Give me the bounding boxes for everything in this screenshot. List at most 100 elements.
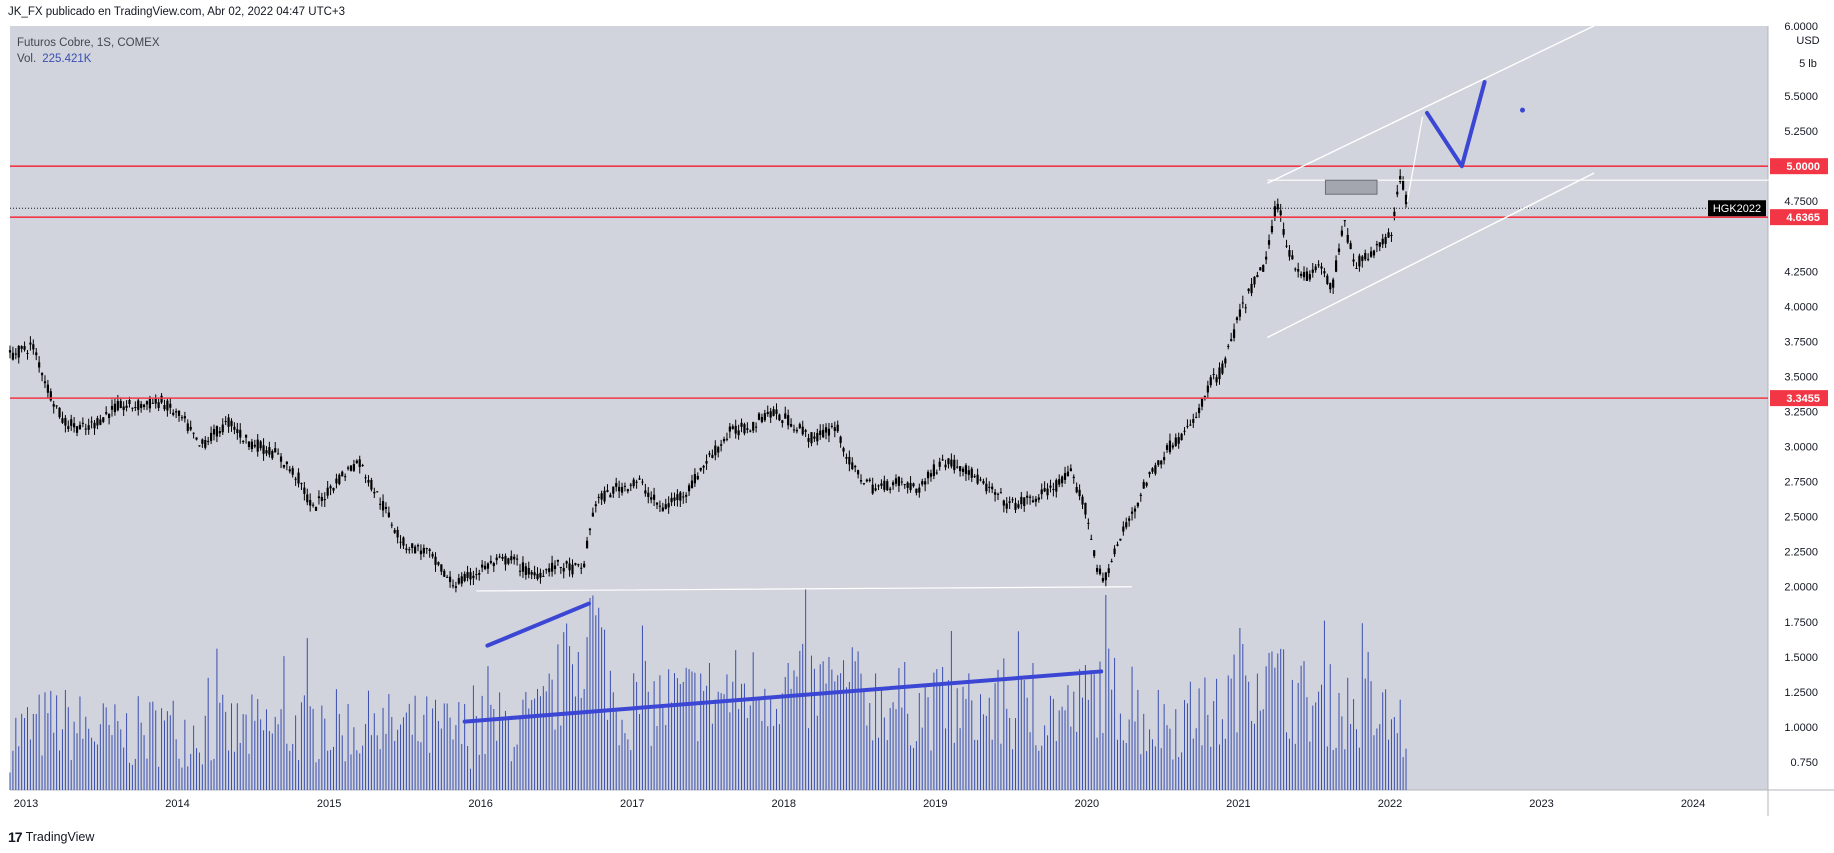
candle-body — [635, 481, 638, 483]
channel-upper-line[interactable] — [1267, 25, 1595, 184]
candle-body — [1049, 485, 1052, 488]
candle-body — [813, 436, 816, 439]
candle-body — [982, 481, 985, 484]
candle-body — [131, 407, 134, 409]
candle-body — [606, 490, 609, 492]
candle-body — [40, 373, 44, 376]
tradingview-footer[interactable]: 17 TradingView — [8, 828, 94, 846]
time-axis-background[interactable] — [10, 790, 1768, 816]
candle-body — [8, 350, 12, 353]
candle-body — [329, 486, 332, 489]
candle-body — [186, 423, 189, 431]
candle-body — [921, 481, 924, 485]
candle-body — [475, 574, 478, 576]
candle-body — [559, 566, 562, 568]
candle-body — [685, 494, 688, 497]
candle-body — [1183, 430, 1186, 432]
marker-dot[interactable] — [1519, 107, 1525, 113]
support-trendline[interactable] — [476, 586, 1133, 592]
candle-body — [976, 474, 979, 484]
y-tick-label: 4.0000 — [1784, 301, 1818, 313]
candle-body — [594, 504, 597, 507]
candle-body — [550, 562, 554, 572]
candle-body — [384, 506, 388, 509]
candle-body — [536, 573, 539, 579]
x-tick-label: 2022 — [1378, 798, 1402, 810]
y-tick-label: 4.7500 — [1784, 196, 1818, 208]
candle-body — [749, 430, 752, 432]
candle-body — [11, 352, 15, 360]
candle-body — [96, 418, 99, 426]
level-price-label: 5.0000 — [1786, 161, 1820, 173]
candle-body — [454, 586, 458, 588]
candle-body — [1055, 480, 1058, 492]
candle-body — [652, 494, 656, 500]
candle-body — [696, 475, 699, 480]
candle-body — [411, 543, 414, 548]
candle-body — [1203, 395, 1207, 397]
candle-body — [1136, 502, 1139, 507]
channel-lower-line[interactable] — [1267, 172, 1595, 338]
candle-body — [763, 413, 766, 421]
candle-body — [769, 411, 772, 418]
zone-rectangle[interactable] — [1324, 179, 1378, 195]
candle-body — [1393, 211, 1396, 217]
connector-line[interactable] — [1406, 116, 1424, 202]
candle-body — [259, 441, 262, 449]
candle-body — [122, 406, 125, 410]
candle-body — [425, 548, 428, 550]
candle-body — [734, 425, 737, 434]
candle-body — [1218, 367, 1221, 380]
candle-body — [1340, 230, 1344, 236]
candle-body — [857, 470, 860, 475]
candle-body — [376, 491, 379, 493]
candle-body — [29, 342, 32, 345]
divergence-price-line[interactable] — [485, 601, 591, 648]
y-tick-label: 3.2500 — [1784, 407, 1818, 419]
candle-body — [854, 465, 857, 468]
candle-body — [489, 560, 492, 563]
candle-body — [332, 487, 335, 491]
candle-body — [140, 403, 143, 408]
candle-body — [644, 490, 647, 494]
candle-body — [900, 481, 903, 483]
candle-body — [932, 464, 935, 476]
ticker-badge — [1708, 200, 1766, 217]
candle-body — [1174, 437, 1177, 446]
projection-path[interactable] — [1425, 80, 1487, 169]
price-axis-background[interactable] — [1768, 26, 1834, 816]
candle-body — [1046, 488, 1049, 496]
candle-body — [1404, 194, 1408, 205]
divergence-volume-line[interactable] — [462, 669, 1104, 724]
candle-body — [731, 426, 734, 430]
candle-body — [699, 467, 702, 471]
candle-body — [842, 448, 845, 452]
candle-body — [218, 431, 221, 434]
candle-body — [1104, 572, 1107, 581]
candle-body — [717, 447, 720, 453]
candle-body — [912, 483, 915, 487]
instrument-label: Futuros Cobre, 1S, COMEX — [17, 37, 160, 49]
candle-body — [314, 506, 318, 511]
candle-body — [1020, 496, 1023, 505]
candle-body — [1066, 471, 1070, 477]
candle-body — [935, 472, 938, 474]
candle-body — [1332, 279, 1335, 288]
candle-body — [708, 453, 711, 455]
candle-body — [781, 420, 784, 424]
candle-body — [944, 464, 947, 468]
candle-body — [1186, 425, 1189, 427]
candle-body — [1084, 502, 1087, 515]
volume-legend: Vol. 225.421K — [17, 51, 160, 67]
candle-body — [533, 572, 536, 576]
candle-body — [985, 483, 988, 492]
candle-body — [798, 424, 801, 429]
candle-body — [926, 471, 930, 479]
candle-body — [967, 470, 970, 475]
candle-body — [1043, 488, 1046, 492]
candle-body — [1031, 500, 1035, 503]
candle-body — [498, 556, 501, 558]
candle-body — [355, 460, 358, 464]
candle-body — [953, 459, 956, 471]
